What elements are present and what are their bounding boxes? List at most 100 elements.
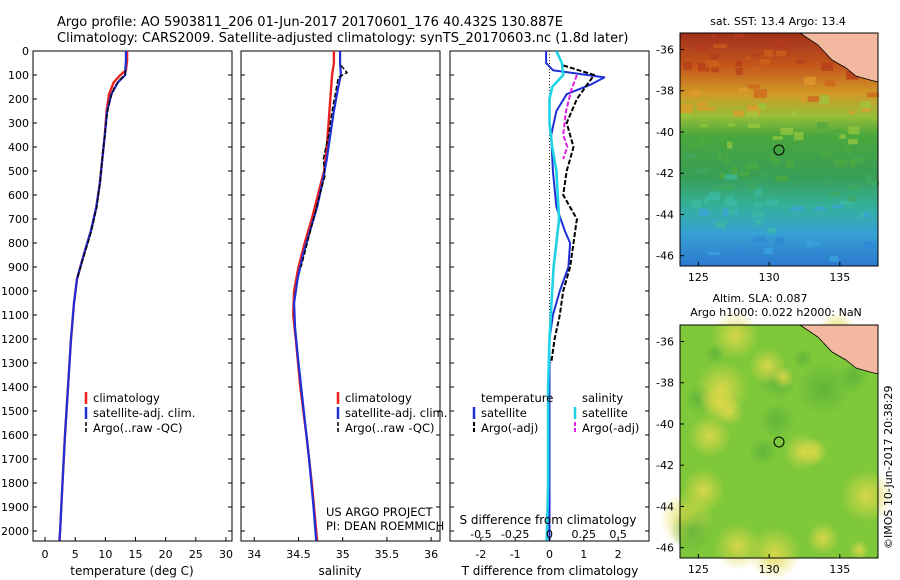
x-tick-label: 10 — [98, 548, 112, 561]
series-line — [293, 51, 342, 541]
sst-texture-cell — [718, 172, 726, 179]
x-tick-label: 35.5 — [375, 548, 400, 561]
sst-texture-cell — [696, 101, 708, 111]
sla-lat-tick: -46 — [656, 542, 674, 555]
sla-map-title1: Altim. SLA: 0.087 — [712, 292, 807, 305]
imos-credit: ©IMOS 10-Jun-2017 20:38:29 — [882, 385, 895, 549]
legend-satellite-adj: satellite-adj. clim. — [345, 406, 447, 420]
sst-texture-cell — [851, 157, 863, 163]
legend-sal-argo: Argo(-adj) — [582, 421, 639, 435]
sst-texture-cell — [694, 168, 709, 175]
sst-texture-cell — [745, 163, 758, 170]
sst-lat-tick: -46 — [656, 250, 674, 263]
x-tick-label: 2 — [615, 548, 622, 561]
sla-texture-blob — [669, 508, 715, 554]
series-line — [300, 64, 348, 268]
sla-texture-blob — [771, 365, 795, 389]
sst-texture-cell — [791, 181, 797, 185]
sst-texture-cell — [839, 134, 846, 139]
legend-temp-argo: Argo(-adj) — [481, 421, 538, 435]
sst-texture-cell — [705, 195, 720, 201]
x-axis-ticks: 0 5 10 15 20 25 30 34 34.5 35 35.5 36 -2 -1 0 1 2 -0.5 -0.… — [42, 528, 627, 561]
sst-texture-cell — [727, 123, 735, 127]
sst-texture-cell — [785, 38, 793, 43]
sst-texture-cell — [792, 110, 798, 117]
sst-texture-cell — [724, 184, 735, 191]
sla-lon-tick: 125 — [688, 563, 709, 576]
sst-texture-cell — [691, 199, 701, 209]
sla-lat-tick: -42 — [656, 459, 674, 472]
figure-title-line2: Climatology: CARS2009. Satellite-adjuste… — [57, 31, 629, 46]
x-tick-label: 5 — [72, 548, 79, 561]
x-tick-label: 35 — [336, 548, 350, 561]
depth-tick-label: 600 — [8, 189, 29, 202]
sst-texture-cell — [690, 90, 701, 97]
sst-texture-cell — [700, 140, 705, 149]
sst-texture-cell — [722, 208, 729, 216]
sst-texture-cell — [753, 236, 767, 243]
sst-texture-cell — [773, 159, 780, 165]
series-line — [550, 64, 596, 364]
depth-tick-label: 1800 — [1, 477, 29, 490]
sst-texture-cell — [760, 173, 769, 177]
sst-texture-cell — [752, 210, 765, 218]
depth-tick-label: 0 — [22, 45, 29, 58]
x-tick-label: 15 — [129, 548, 143, 561]
sla-texture-blob — [849, 539, 870, 561]
sst-texture-cell — [808, 242, 821, 246]
sst-texture-cell — [763, 50, 774, 57]
sla-lat-tick: -40 — [656, 418, 674, 431]
difference-legend: temperature salinity satellite Argo(-adj… — [472, 391, 639, 435]
depth-tick-label: 1700 — [1, 453, 29, 466]
legend-climatology: climatology — [345, 391, 412, 405]
sst-map — [679, 32, 879, 267]
series-line — [292, 51, 336, 541]
sst-texture-cell — [699, 135, 705, 141]
sst-texture-cell — [849, 160, 856, 167]
sst-texture-cell — [860, 101, 872, 109]
sla-texture-blob — [748, 436, 777, 466]
sst-texture-cell — [776, 50, 787, 57]
x-tick-label: -1 — [510, 548, 521, 561]
sst-texture-cell — [754, 187, 762, 196]
sla-texture-blob — [748, 526, 802, 580]
sst-texture-cell — [782, 44, 789, 51]
sst-texture-cell — [774, 236, 784, 246]
sst-texture-cell — [796, 59, 805, 64]
sla-texture-blob — [687, 414, 732, 458]
sst-texture-cell — [727, 141, 733, 149]
depth-tick-label: 1200 — [1, 333, 29, 346]
depth-tick-label: 1500 — [1, 405, 29, 418]
sst-texture-cell — [699, 124, 708, 128]
sst-texture-cell — [733, 33, 746, 38]
sst-texture-cell — [707, 107, 716, 111]
sst-texture-cell — [747, 105, 761, 112]
sst-texture-cell — [838, 201, 849, 205]
sst-texture-cell — [685, 144, 695, 148]
depth-tick-label: 200 — [8, 93, 29, 106]
salinity-panel-frame — [240, 50, 441, 542]
depth-tick-label: 900 — [8, 261, 29, 274]
sst-lat-tick: -44 — [656, 208, 674, 221]
sst-texture-cell — [859, 213, 865, 218]
sla-lon-tick: 135 — [829, 563, 850, 576]
depth-tick-label: 500 — [8, 165, 29, 178]
sst-texture-cell — [727, 208, 738, 215]
sst-texture-cell — [830, 192, 840, 197]
legend-header-temperature: temperature — [481, 391, 553, 405]
sst-texture-cell — [767, 227, 777, 234]
sst-texture-cell — [747, 181, 759, 190]
sst-texture-cell — [759, 58, 770, 65]
sst-texture-cell — [780, 127, 794, 135]
x-tick-label: 34.5 — [286, 548, 311, 561]
sst-map-title: sat. SST: 13.4 Argo: 13.4 — [710, 15, 846, 28]
legend-header-salinity: salinity — [582, 391, 623, 405]
sst-texture-cell — [731, 166, 738, 175]
sst-texture-cell — [735, 60, 742, 67]
difference-xlabel: T difference from climatology — [461, 564, 639, 578]
sst-texture-cell — [863, 212, 870, 218]
sst-texture-cell — [681, 114, 690, 118]
sst-texture-cell — [765, 199, 780, 207]
sst-texture-cell — [772, 136, 783, 140]
sst-texture-cell — [713, 184, 726, 190]
